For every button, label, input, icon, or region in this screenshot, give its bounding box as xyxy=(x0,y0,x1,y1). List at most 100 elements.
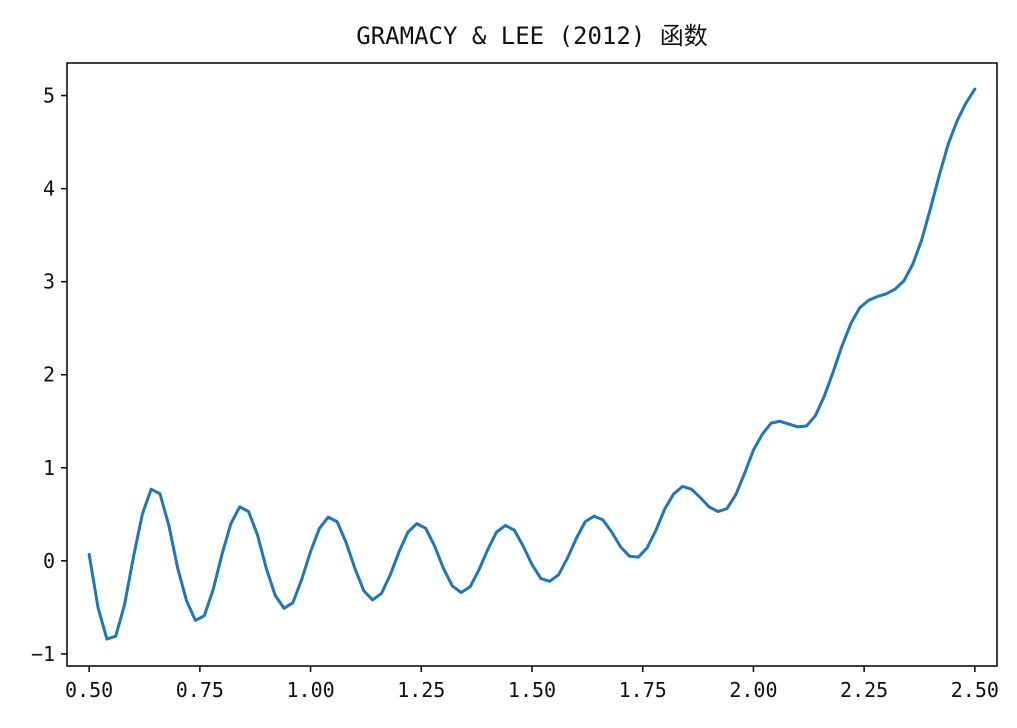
series-layer xyxy=(87,87,977,641)
data-point xyxy=(858,306,861,309)
x-tick-label: 1.00 xyxy=(286,678,334,702)
data-point xyxy=(442,567,445,570)
data-point xyxy=(522,544,525,547)
x-tick-label: 2.50 xyxy=(951,678,999,702)
data-point xyxy=(389,573,392,576)
data-point xyxy=(433,544,436,547)
data-point xyxy=(531,563,534,566)
data-point xyxy=(167,524,170,527)
data-point xyxy=(185,599,188,602)
x-tick-label: 1.25 xyxy=(397,678,445,702)
chart-title: GRAMACY & LEE (2012) 函数 xyxy=(356,22,707,50)
data-point xyxy=(717,510,720,513)
data-point xyxy=(132,556,135,559)
data-point xyxy=(300,578,303,581)
data-point xyxy=(973,88,976,91)
data-point xyxy=(380,592,383,595)
data-point xyxy=(141,513,144,516)
data-point xyxy=(823,395,826,398)
y-tick-label: 4 xyxy=(43,177,55,201)
data-point xyxy=(646,546,649,549)
data-point xyxy=(770,422,773,425)
data-point xyxy=(956,119,959,122)
data-point xyxy=(265,567,268,570)
data-point xyxy=(805,424,808,427)
data-point xyxy=(814,414,817,417)
series-line xyxy=(87,87,977,641)
x-tick-label: 1.75 xyxy=(619,678,667,702)
data-point xyxy=(105,638,108,641)
data-point xyxy=(353,567,356,570)
data-point xyxy=(832,370,835,373)
y-tick-label: −1 xyxy=(31,642,55,666)
x-tick-label: 0.75 xyxy=(176,678,224,702)
data-point xyxy=(779,420,782,423)
data-point xyxy=(371,598,374,601)
data-point xyxy=(849,322,852,325)
data-point xyxy=(752,449,755,452)
data-point xyxy=(114,635,117,638)
data-point xyxy=(495,531,498,534)
data-point xyxy=(699,496,702,499)
data-point xyxy=(566,557,569,560)
data-point xyxy=(283,607,286,610)
data-point xyxy=(123,603,126,606)
data-point xyxy=(557,573,560,576)
data-point xyxy=(601,518,604,521)
data-point xyxy=(938,173,941,176)
data-point xyxy=(655,529,658,532)
data-point xyxy=(876,295,879,298)
data-point xyxy=(619,545,622,548)
y-axis-ticks: −1 0 1 2 3 4 5 xyxy=(31,84,67,666)
data-point xyxy=(194,619,197,622)
data-point xyxy=(486,548,489,551)
data-point xyxy=(212,588,215,591)
data-point xyxy=(327,516,330,519)
data-point xyxy=(159,492,162,495)
data-point xyxy=(867,299,870,302)
data-point xyxy=(238,505,241,508)
data-point xyxy=(796,425,799,428)
data-point xyxy=(97,606,100,609)
data-point xyxy=(894,288,897,291)
y-tick-label: 0 xyxy=(43,549,55,573)
data-point xyxy=(460,591,463,594)
plot-frame xyxy=(66,62,998,667)
data-point xyxy=(734,493,737,496)
data-point xyxy=(903,279,906,282)
data-point xyxy=(787,423,790,426)
data-point xyxy=(309,550,312,553)
data-point xyxy=(398,550,401,553)
data-point xyxy=(469,585,472,588)
data-point xyxy=(504,524,507,527)
data-point xyxy=(761,433,764,436)
x-tick-label: 2.25 xyxy=(840,678,888,702)
data-point xyxy=(150,488,153,491)
y-tick-label: 1 xyxy=(43,456,55,480)
data-point xyxy=(176,567,179,570)
data-point xyxy=(256,533,259,536)
x-axis-ticks: 0.50 0.75 1.00 1.25 1.50 1.75 2.00 2.25 2.50 xyxy=(65,666,999,702)
data-point xyxy=(424,527,427,530)
data-point xyxy=(88,553,91,556)
data-point xyxy=(345,541,348,544)
data-point xyxy=(743,472,746,475)
data-point xyxy=(584,520,587,523)
data-point xyxy=(415,522,418,525)
data-point xyxy=(318,527,321,530)
data-point xyxy=(221,553,224,556)
x-tick-label: 1.50 xyxy=(508,678,556,702)
data-point xyxy=(407,531,410,534)
data-point xyxy=(362,589,365,592)
data-point xyxy=(841,344,844,347)
data-point xyxy=(885,292,888,295)
y-tick-label: 2 xyxy=(43,363,55,387)
data-point xyxy=(291,601,294,604)
x-tick-label: 2.00 xyxy=(729,678,777,702)
data-point xyxy=(920,238,923,241)
data-point xyxy=(965,102,968,105)
data-point xyxy=(593,515,596,518)
data-point xyxy=(610,531,613,534)
